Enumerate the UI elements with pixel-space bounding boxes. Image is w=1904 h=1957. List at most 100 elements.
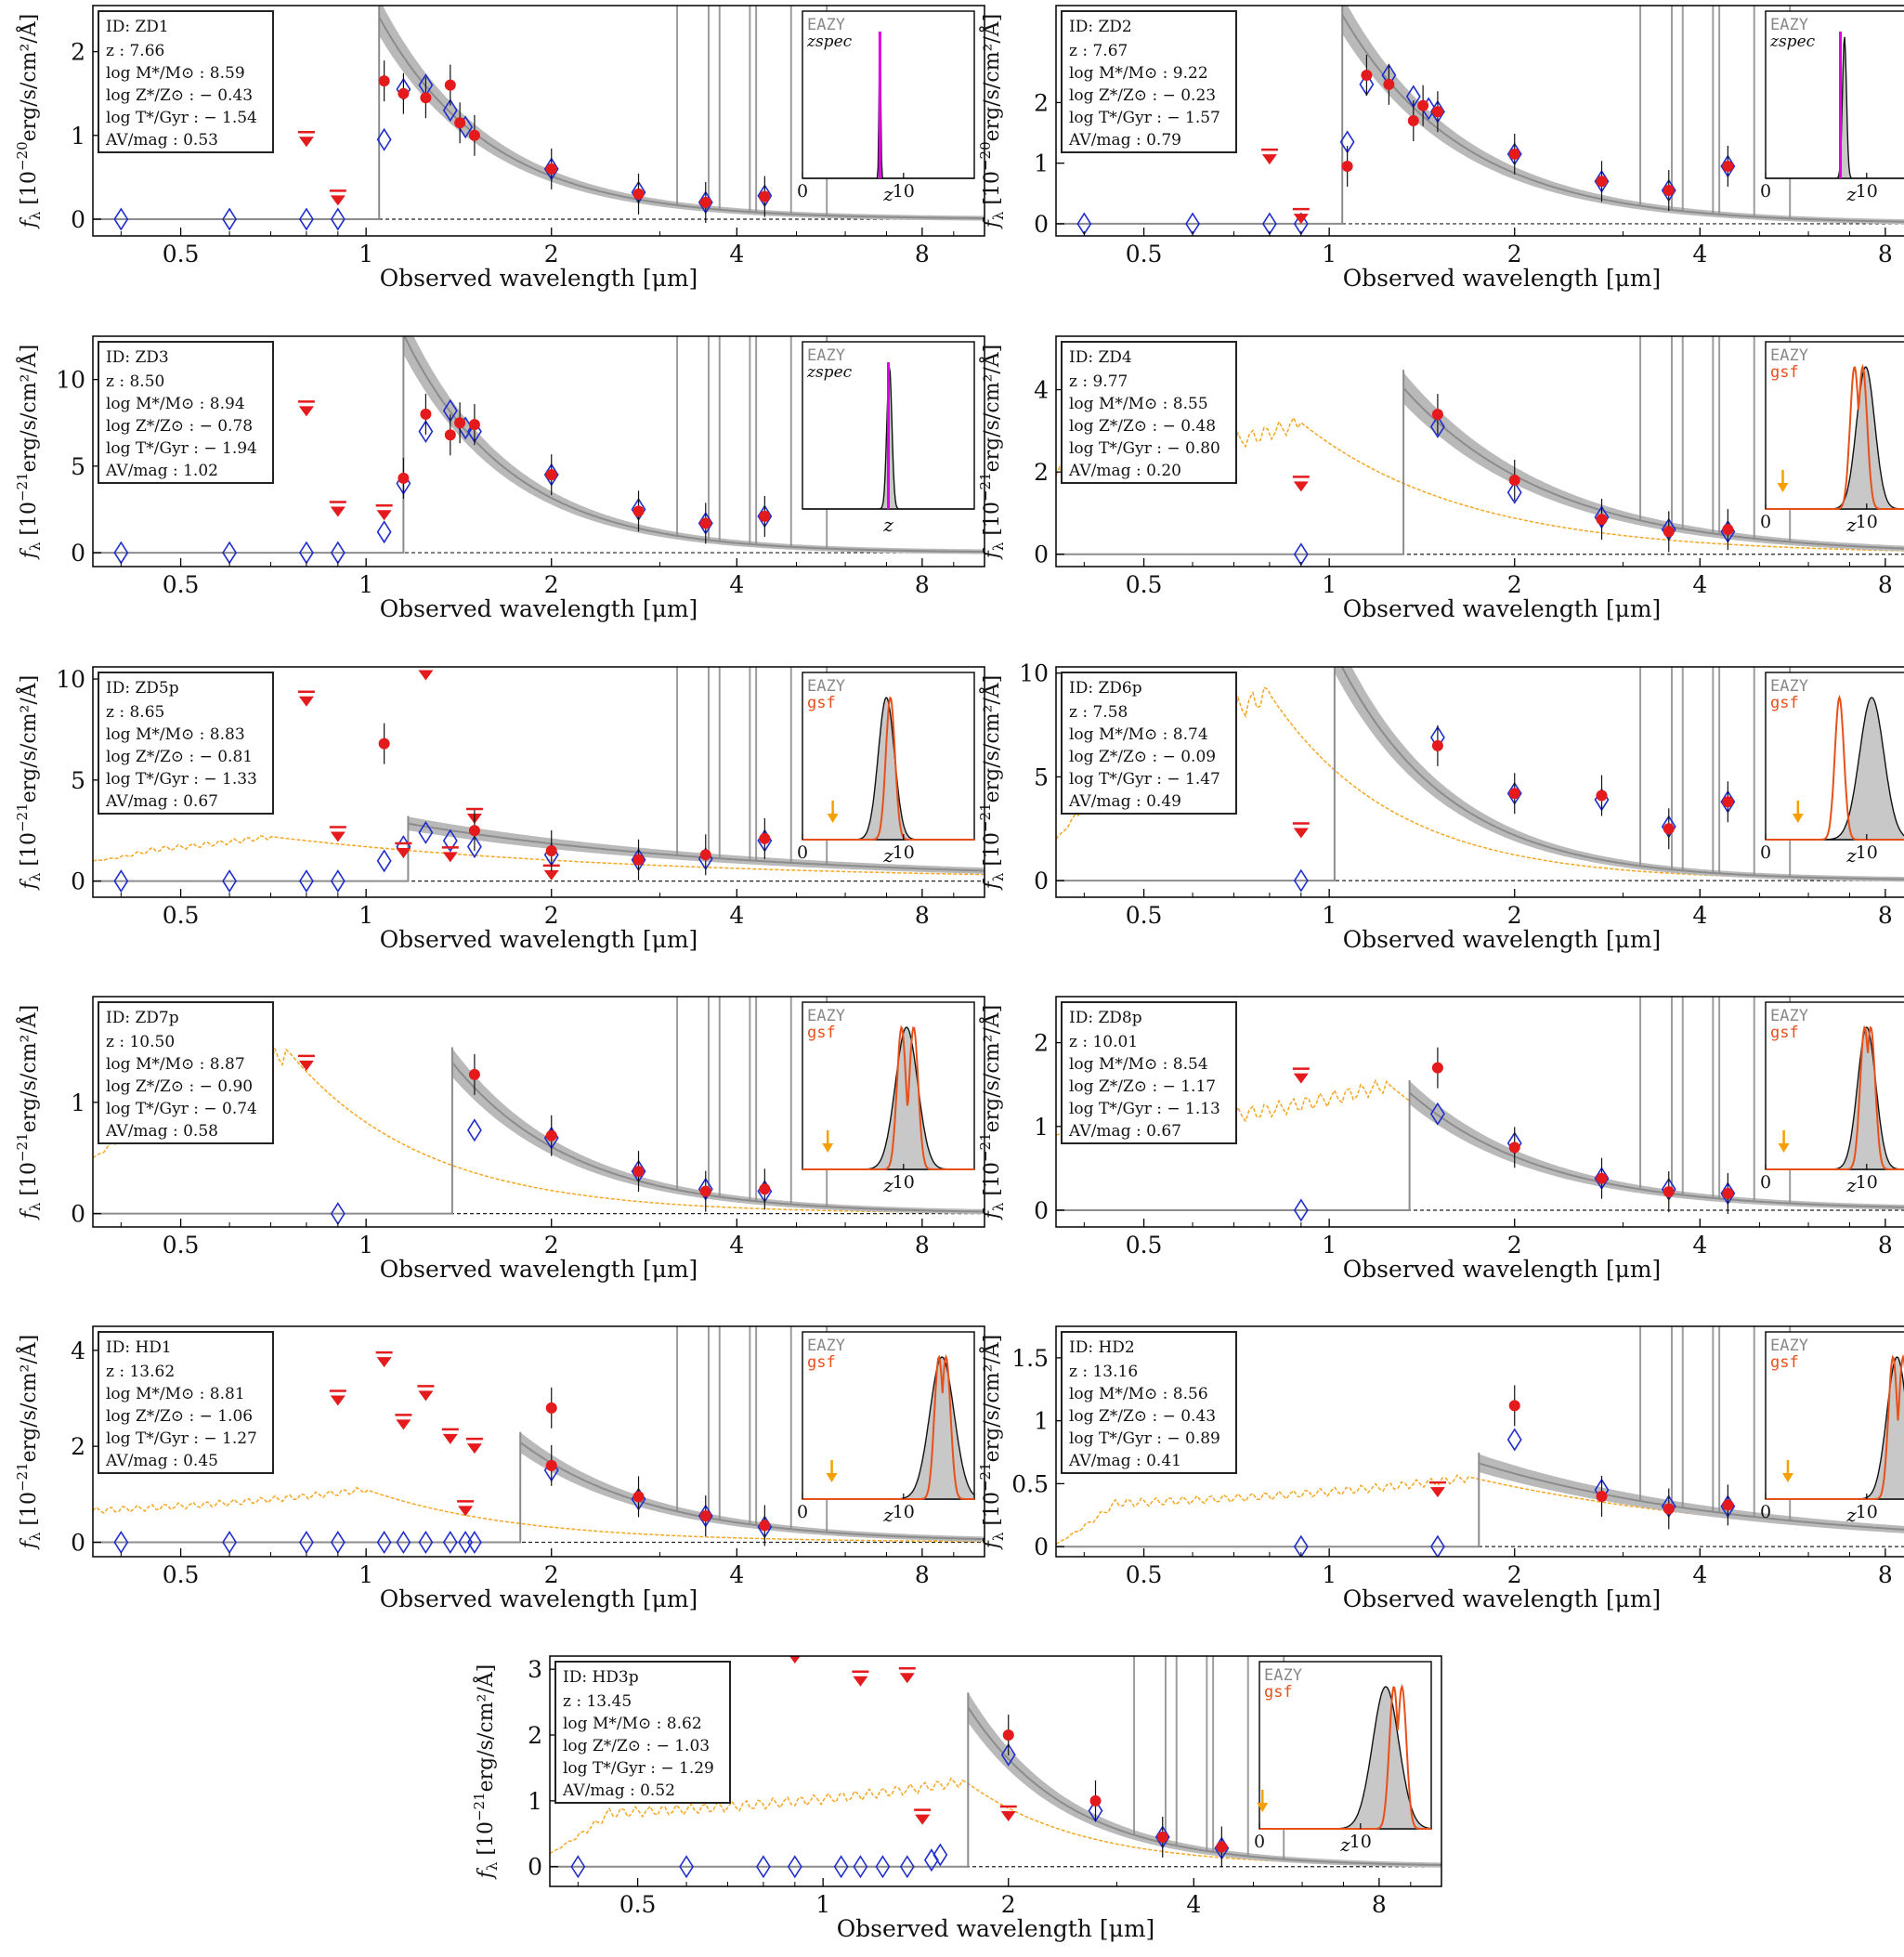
info-box: ID: ZD6p z : 7.58 log M*/M⊙ : 8.74 log Z*/Z… <box>1061 672 1237 815</box>
info-title: ID: ZD8p <box>1069 1009 1142 1027</box>
x-axis-label: Observed wavelength [μm] <box>380 595 698 622</box>
x-tick-label: 2 <box>544 241 559 267</box>
plot-area <box>93 667 985 894</box>
info-line: z : 13.16 <box>1069 1363 1138 1381</box>
info-line: log Z*/Z⊙ : − 0.43 <box>106 86 253 105</box>
inset-tick-label: 10 <box>1856 1502 1878 1522</box>
detection-point <box>454 117 466 129</box>
synthetic-photometry-point <box>875 1855 891 1879</box>
synthetic-photometry-point <box>330 869 346 894</box>
info-line: z : 7.58 <box>1069 703 1128 722</box>
synthetic-photometry-point <box>1429 414 1445 438</box>
y-tick-label: 0 <box>71 1201 85 1228</box>
x-tick-label: 2 <box>1001 1891 1016 1918</box>
detection-point <box>1663 185 1675 197</box>
x-tick-label: 0.5 <box>1126 1561 1163 1588</box>
upper-limit-arrow <box>298 137 314 148</box>
x-tick-label: 1 <box>1322 1232 1337 1259</box>
x-tick-label: 1 <box>1322 1561 1337 1588</box>
upper-limit-arrow <box>1293 1073 1309 1084</box>
x-tick-label: 0.5 <box>163 1232 200 1259</box>
y-axis-label: fλ [10−21erg/s/cm²/Å] <box>14 1335 44 1551</box>
detection-point <box>378 75 390 87</box>
upper-limit-arrow <box>330 1395 346 1406</box>
sed-panel-HD3p: 0.5 1 2 4 8 Observed wavelength [μm] 0 1 2 3 fλ [1… <box>471 1655 1442 1942</box>
detection-point <box>420 408 432 420</box>
panel-frame <box>92 1325 985 1558</box>
info-line: z : 13.62 <box>106 1363 175 1381</box>
info-line: log Z*/Z⊙ : − 1.17 <box>1069 1077 1216 1096</box>
y-tick-label: 1 <box>528 1788 542 1815</box>
y-tick-label: 5 <box>71 767 85 794</box>
y-tick-label: 0 <box>1034 1533 1049 1560</box>
info-box: ID: ZD7p z : 10.50 log M*/M⊙ : 8.87 log Z*/… <box>98 1001 274 1144</box>
detection-point <box>444 79 456 91</box>
detection-point <box>1431 1062 1443 1074</box>
y-axis-label: fλ [10−21erg/s/cm²/Å] <box>14 345 44 561</box>
y-tick-label: 0 <box>1034 1197 1049 1224</box>
y-tick-label: 10 <box>56 666 85 693</box>
synthetic-photometry-point <box>1000 1742 1016 1767</box>
info-box: ID: HD1 z : 13.62 log M*/M⊙ : 8.81 log Z*/Z… <box>98 1331 274 1474</box>
info-line: log M*/M⊙ : 8.59 <box>106 64 245 83</box>
inset-xlabel: z <box>1845 183 1857 205</box>
sed-panel-ZD7p: 0.5 1 2 4 8 Observed wavelength [μm] 0 1 fλ [10−… <box>14 996 985 1283</box>
detection-point <box>1431 106 1443 118</box>
detection-point <box>632 505 645 517</box>
upper-limit-arrow <box>330 831 346 842</box>
gsf-pdf <box>1259 1684 1431 1830</box>
info-line: AV/mag : 1.02 <box>105 462 218 480</box>
info-title: ID: ZD1 <box>106 18 169 36</box>
inset-legend-eazy: EAZY <box>1770 1337 1808 1355</box>
upper-limit-arrow <box>376 510 392 521</box>
detection-point <box>699 849 711 861</box>
model-spectrum <box>93 336 985 554</box>
inset-tick-label: 10 <box>893 1502 915 1522</box>
upper-limit-arrow <box>915 1814 931 1825</box>
x-tick-label: 8 <box>1878 902 1893 929</box>
synthetic-photometry-point <box>1293 1198 1309 1222</box>
info-line: z : 10.50 <box>106 1033 175 1051</box>
synthetic-photometry-point <box>376 1531 392 1554</box>
model-spectrum <box>1056 1080 1904 1211</box>
info-line: log M*/M⊙ : 8.83 <box>106 725 245 744</box>
x-tick-label: 1 <box>359 571 373 598</box>
info-line: log Z*/Z⊙ : − 0.78 <box>106 417 253 436</box>
upper-limit-arrow <box>418 1390 434 1402</box>
upper-limit-arrow <box>442 852 458 863</box>
sed-panel-HD2: 0.5 1 2 4 8 Observed wavelength [μm] 0 0.5 1 1.5f… <box>977 1325 1904 1612</box>
info-line: log T*/Gyr : − 1.47 <box>1069 770 1220 789</box>
detection-point <box>1722 796 1734 808</box>
upper-limit-arrow <box>1293 481 1309 492</box>
y-tick-label: 0 <box>71 868 85 895</box>
y-tick-label: 1.5 <box>1011 1345 1049 1372</box>
detection-point <box>398 87 410 99</box>
info-line: log Z*/Z⊙ : − 0.48 <box>1069 417 1216 436</box>
detection-point <box>1216 1841 1228 1853</box>
gsf-pdf <box>802 1024 974 1170</box>
info-box: ID: ZD8p z : 10.01 log M*/M⊙ : 8.54 log Z*/… <box>1061 1001 1237 1144</box>
y-tick-label: 2 <box>71 39 85 66</box>
x-tick-label: 2 <box>1507 241 1522 267</box>
x-tick-label: 0.5 <box>1126 571 1163 598</box>
synthetic-photometry-point <box>442 828 458 853</box>
y-axis-label: fλ [10−21erg/s/cm²/Å] <box>471 1664 501 1881</box>
info-box-frame <box>1061 10 1237 153</box>
inset-legend-second: zspec <box>1769 33 1816 51</box>
synthetic-photometry-point <box>376 520 392 544</box>
x-tick-label: 8 <box>1372 1891 1387 1918</box>
upper-limit-arrow <box>376 1357 392 1368</box>
x-axis-label: Observed wavelength [μm] <box>380 926 698 953</box>
y-axis-label: fλ [10−20erg/s/cm²/Å] <box>14 14 44 230</box>
synthetic-photometry-point <box>679 1855 695 1879</box>
y-axis-label: fλ [10−21erg/s/cm²/Å] <box>977 675 1007 892</box>
synthetic-photometry-point <box>222 869 238 894</box>
y-tick-label: 2 <box>1034 1030 1049 1057</box>
info-line: AV/mag : 0.67 <box>105 792 218 811</box>
model-spectrum <box>1056 370 1904 555</box>
inset-tick-label: 0 <box>797 181 808 202</box>
model-spectrum <box>93 815 985 882</box>
synthetic-photometry-point <box>1293 1534 1309 1557</box>
detection-point <box>1596 514 1608 526</box>
